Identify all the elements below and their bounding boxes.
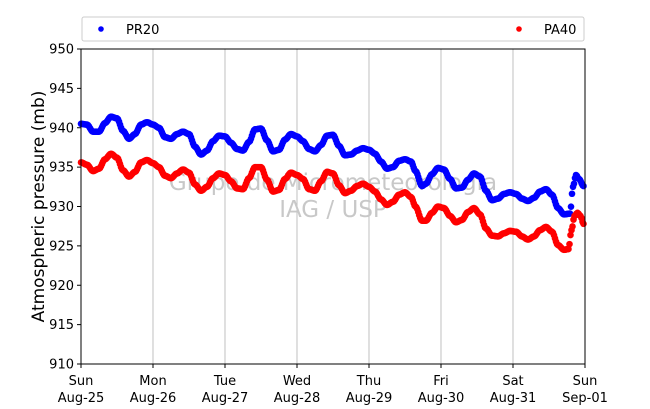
data-point (567, 231, 574, 239)
x-tick-label-date: Aug-30 (418, 391, 465, 406)
y-tick-label: 945 (49, 82, 74, 97)
y-axis-label: Atmospheric pressure (mb) (29, 91, 49, 323)
x-tick-label-day: Mon (139, 374, 166, 389)
x-tick-label-date: Sep-01 (562, 391, 608, 406)
y-tick-label: 915 (49, 318, 74, 333)
y-tick-label: 925 (49, 239, 74, 254)
data-point (566, 240, 573, 248)
x-tick-label-day: Wed (283, 374, 311, 389)
y-tick-label: 940 (49, 121, 74, 136)
y-tick-label: 930 (49, 200, 74, 215)
y-axis-ticks: 910 915 920 925 930 935 940 945 950 (49, 43, 81, 373)
data-point (567, 203, 575, 210)
legend: PR20 PA40 (81, 16, 585, 42)
x-axis-ticks: Sun Aug-25 Mon Aug-26 Tue Aug-27 Wed Aug-28 Thu A… (58, 364, 608, 406)
data-point (568, 190, 576, 198)
x-tick-label-date: Aug-25 (58, 391, 105, 406)
data-series (77, 113, 587, 254)
legend-label-pa40: PA40 (544, 23, 576, 38)
x-tick-label-day: Thu (356, 374, 381, 389)
legend-marker-pa40 (516, 26, 522, 32)
x-tick-label-day: Tue (213, 374, 236, 389)
legend-frame (81, 16, 585, 42)
watermark-line-2: IAG / USP (279, 197, 387, 223)
x-tick-label-day: Fri (433, 374, 449, 389)
x-tick-label-date: Aug-29 (346, 391, 393, 406)
data-point (570, 180, 578, 188)
x-tick-label-date: Aug-28 (274, 391, 321, 406)
legend-marker-pr20 (98, 26, 104, 32)
data-point (565, 245, 572, 253)
x-tick-label-date: Aug-27 (202, 391, 249, 406)
x-tick-label-date: Aug-26 (130, 391, 177, 406)
x-tick-label-date: Aug-31 (490, 391, 537, 406)
data-point (569, 223, 576, 230)
x-tick-label-day: Sun (69, 374, 94, 389)
series-pa40 (77, 150, 587, 254)
x-tick-label-day: Sun (573, 374, 598, 389)
data-point (580, 182, 587, 190)
y-tick-label: 935 (49, 161, 74, 176)
series-pr20 (77, 113, 587, 218)
y-tick-label: 910 (49, 358, 74, 373)
legend-label-pr20: PR20 (126, 23, 159, 38)
y-tick-label: 920 (49, 279, 74, 294)
y-tick-label: 950 (49, 43, 74, 58)
data-point (580, 220, 587, 228)
x-tick-label-day: Sat (502, 374, 523, 389)
